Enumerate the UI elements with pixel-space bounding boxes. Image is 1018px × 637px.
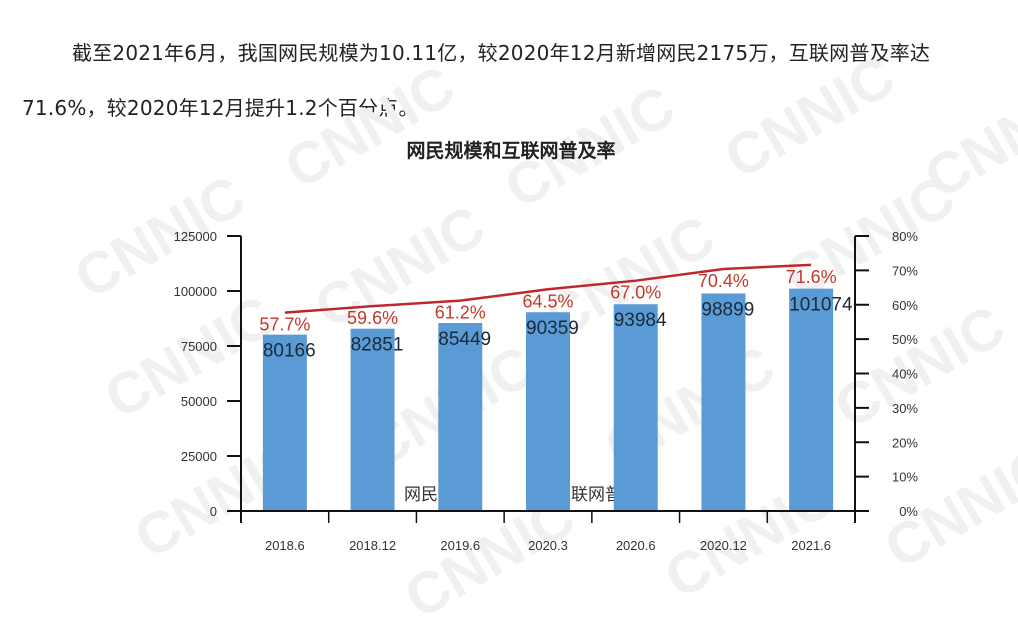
right-tick-label: 50% [892,332,918,347]
right-tick-label: 70% [892,263,918,278]
line-value-label: 67.0% [610,283,661,303]
right-tick-label: 40% [892,367,918,382]
line-value-label: 57.7% [259,315,310,335]
line-value-label: 61.2% [435,303,486,323]
bar-value-label: 101074 [789,295,853,316]
bar-value-label: 80166 [263,341,316,362]
penetration-rate-line [284,263,812,314]
left-tick-label: 125000 [174,229,217,244]
x-tick-label: 2019.6 [440,538,480,553]
x-tick-label: 2020.3 [528,538,568,553]
x-tick-label: 2020.6 [616,538,656,553]
bar [262,334,307,511]
left-tick-label: 25000 [181,449,217,464]
right-tick-label: 20% [892,435,918,450]
bar [613,304,658,511]
line-value-label: 64.5% [522,291,573,311]
x-tick-label: 2020.12 [700,538,747,553]
x-tick-label: 2018.12 [349,538,396,553]
x-tick-label: 2021.6 [791,538,831,553]
right-tick-label: 30% [892,401,918,416]
line-value-label: 59.6% [347,308,398,328]
x-tick-label: 2018.6 [265,538,305,553]
left-tick-label: 50000 [181,394,217,409]
left-tick-label: 75000 [181,339,217,354]
right-tick-label: 0% [899,504,918,519]
watermark-text: CNNIC [64,163,256,311]
bar-value-label: 90359 [526,318,579,339]
bar-value-label: 98899 [701,299,754,320]
watermark-text: CNNIC [824,293,1016,441]
line-value-label: 70.4% [698,271,749,291]
left-tick-label: 0 [210,504,217,519]
bar-value-label: 93984 [614,310,667,331]
right-tick-label: 60% [892,298,918,313]
watermark-text: CNNIC [874,433,1018,581]
left-tick-label: 100000 [174,284,217,299]
intro-paragraph: 截至2021年6月，我国网民规模为10.11亿，较2020年12月新增网民217… [22,41,931,120]
bar-value-label: 85449 [438,329,491,350]
watermark-text: CNNIC [94,283,286,431]
bar-value-label: 82851 [351,335,404,356]
line-value-label: 71.6% [786,267,837,287]
right-tick-label: 80% [892,229,918,244]
watermark-text: CNNIC [714,43,906,191]
bar [438,323,483,511]
chart-title: 网民规模和互联网普及率 [406,139,615,162]
watermark-text: CNNIC [274,53,466,201]
right-tick-label: 10% [892,470,918,485]
bar [789,288,834,511]
bar [526,312,570,511]
bar [701,293,746,511]
bar [350,328,395,511]
